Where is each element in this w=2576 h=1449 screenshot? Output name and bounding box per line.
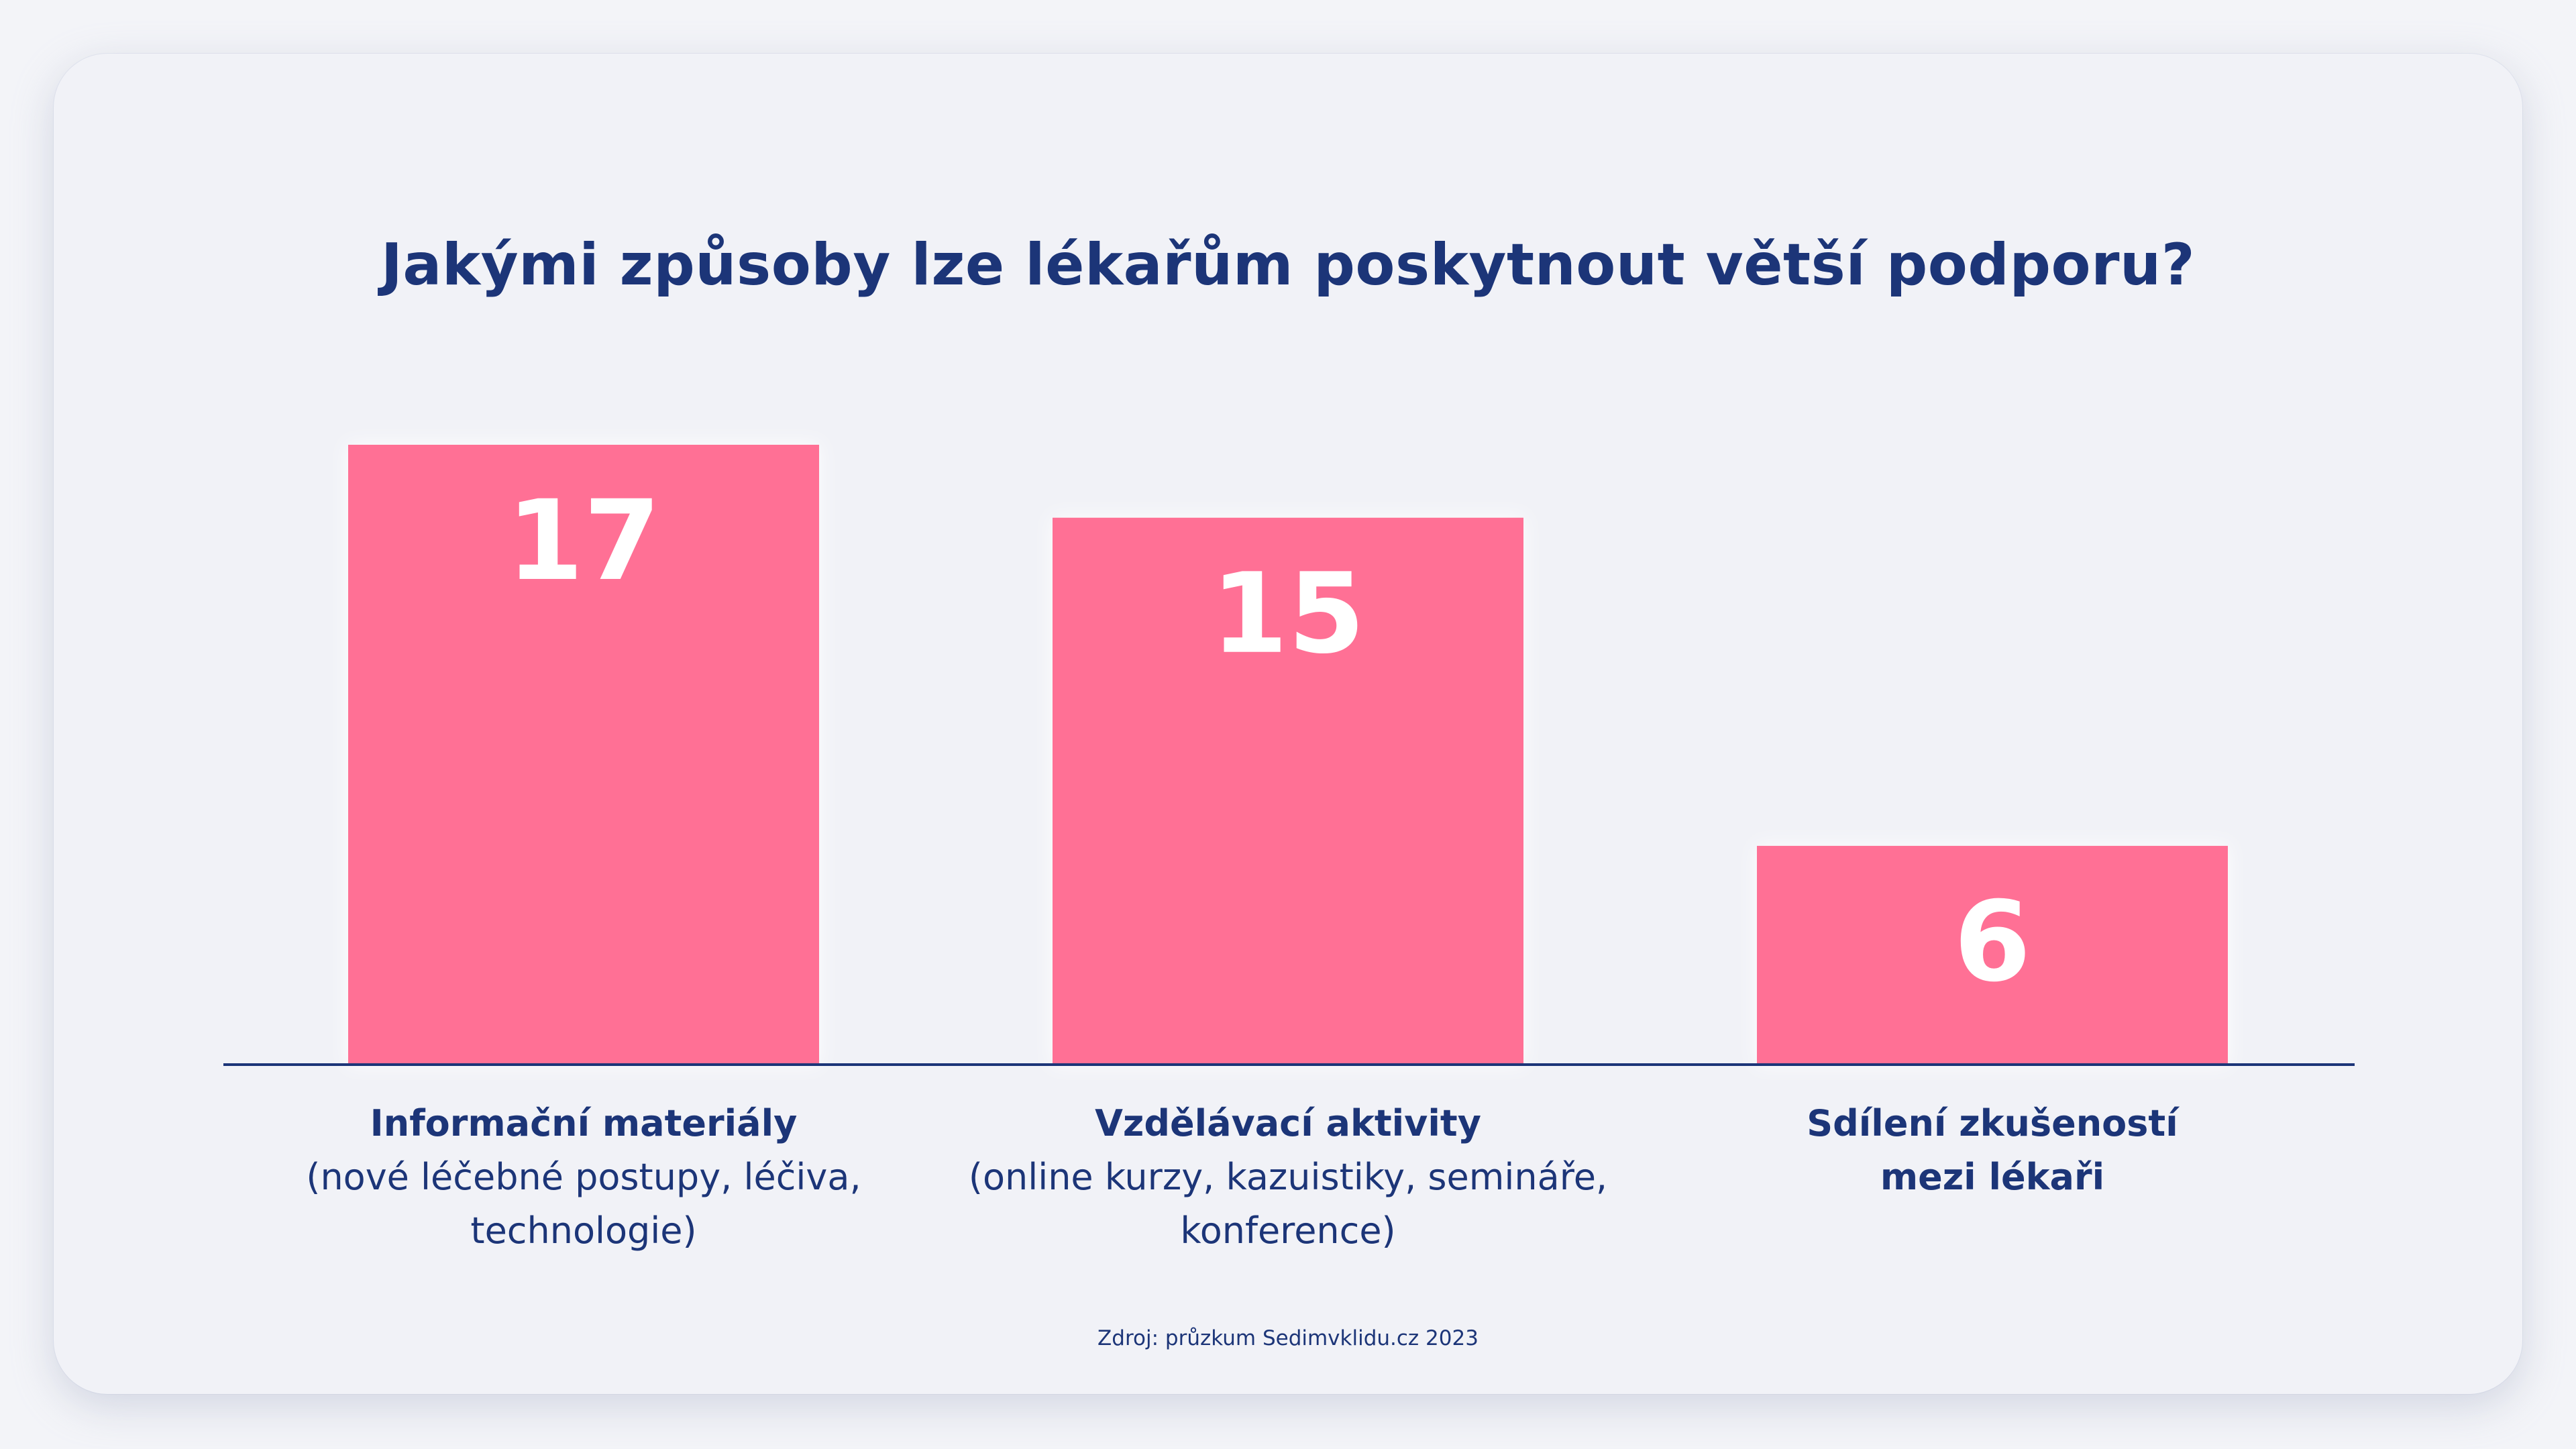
category-sublabel: technologie) xyxy=(470,1210,696,1252)
bar-value-label: 15 xyxy=(1211,549,1365,678)
category-labels-group: Informační materiály (nové léčebné postup… xyxy=(306,1102,2180,1252)
category-sublabel: konference) xyxy=(1180,1210,1395,1252)
chart-title: Jakými způsoby lze lékařům poskytnout vě… xyxy=(380,231,2196,299)
category-sublabel: (nové léčebné postupy, léčiva, xyxy=(306,1156,861,1198)
bar xyxy=(1757,845,2228,1065)
category-label: mezi lékaři xyxy=(1880,1156,2104,1198)
category-label: Vzdělávací aktivity xyxy=(1095,1102,1481,1144)
source-note: Zdroj: průzkum Sedimvklidu.cz 2023 xyxy=(1097,1326,1479,1350)
bar-value-label: 6 xyxy=(1954,877,2031,1006)
bar xyxy=(348,445,819,1065)
bar xyxy=(1053,517,1523,1065)
bar-value-label: 17 xyxy=(506,476,661,605)
category-label: Informační materiály xyxy=(370,1102,798,1144)
category-label: Sdílení zkušeností xyxy=(1807,1102,2180,1144)
category-sublabel: (online kurzy, kazuistiky, semináře, xyxy=(969,1156,1607,1198)
bars-group: 17 15 6 xyxy=(348,445,2228,1065)
